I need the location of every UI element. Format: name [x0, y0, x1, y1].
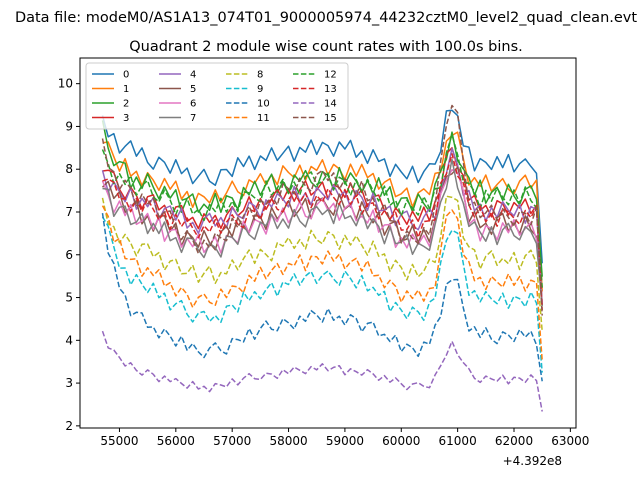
y-tick-label: 2: [65, 419, 73, 433]
legend-box: [85, 62, 349, 130]
legend-label-10: 10: [257, 99, 270, 110]
y-tick-label: 5: [65, 291, 73, 305]
series-line-2: [101, 120, 543, 277]
figure-suptitle: Data file: modeM0/AS1A13_074T01_90000059…: [15, 10, 637, 26]
series-line-9: [101, 216, 543, 373]
x-tick-label: 63000: [551, 434, 589, 448]
series-line-1: [102, 131, 543, 292]
series-line-4: [101, 147, 543, 304]
x-tick-label: 55000: [100, 434, 138, 448]
y-tick-label: 4: [65, 333, 73, 347]
legend-label-1: 1: [123, 84, 129, 95]
legend-label-8: 8: [257, 70, 263, 81]
legend-label-14: 14: [324, 99, 337, 110]
chart-title: Quadrant 2 module wise count rates with …: [129, 39, 523, 55]
plot-frame: [79, 57, 577, 429]
y-tick-label: 8: [65, 162, 73, 176]
legend-label-3: 3: [123, 113, 129, 124]
series-line-15: [101, 104, 543, 316]
x-tick-label: 56000: [157, 434, 195, 448]
x-tick-label: 59000: [326, 434, 364, 448]
legend-label-12: 12: [324, 70, 337, 81]
y-tick-label: 3: [65, 376, 73, 390]
legend-label-13: 13: [324, 84, 337, 95]
legend-label-2: 2: [123, 99, 129, 110]
y-tick-label: 7: [65, 205, 73, 219]
series-line-0: [101, 109, 543, 264]
x-axis-offset-label: +4.392e8: [503, 454, 562, 468]
series-line-8: [101, 195, 543, 332]
x-tick-label: 58000: [269, 434, 307, 448]
legend-label-9: 9: [257, 84, 263, 95]
series-line-11: [101, 205, 543, 361]
series-line-7: [102, 158, 543, 307]
legend-label-6: 6: [190, 99, 196, 110]
x-tick-label: 61000: [439, 434, 477, 448]
series-line-10: [101, 212, 543, 382]
y-tick-label: 9: [65, 119, 73, 133]
legend-label-0: 0: [123, 70, 129, 81]
y-tick-label: 6: [65, 248, 73, 262]
legend-label-11: 11: [257, 113, 270, 124]
x-tick-label: 57000: [213, 434, 251, 448]
series-line-14: [101, 330, 543, 412]
legend-label-4: 4: [190, 70, 196, 81]
y-tick-label: 10: [58, 77, 73, 91]
series-line-3: [102, 147, 543, 306]
y-axis: 2 3 4 5 6 7 8 9 10: [58, 77, 80, 433]
legend-label-5: 5: [190, 84, 196, 95]
legend-label-7: 7: [190, 113, 196, 124]
x-tick-label: 60000: [382, 434, 420, 448]
x-axis: 55000 56000 57000 58000 59000 60000 61000 62000…: [100, 428, 589, 448]
series-layer: [101, 104, 543, 412]
x-tick-label: 62000: [495, 434, 533, 448]
legend-label-15: 15: [324, 113, 337, 124]
